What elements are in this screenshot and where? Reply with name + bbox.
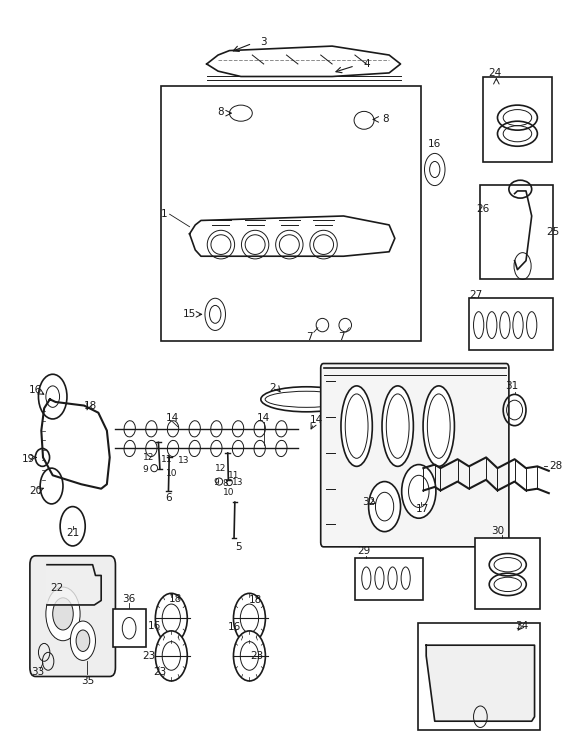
Text: 9: 9 [143,465,148,475]
Bar [480,185,554,279]
Bar [112,609,146,647]
Circle shape [76,630,90,651]
Text: 11: 11 [161,455,172,464]
Text: 18: 18 [84,400,97,411]
Text: 24: 24 [488,68,501,78]
Circle shape [155,593,187,643]
Text: 23: 23 [142,651,155,661]
Circle shape [38,375,67,419]
FancyBboxPatch shape [30,556,115,676]
Text: 16: 16 [29,386,42,395]
Circle shape [155,631,187,681]
Text: 7: 7 [339,332,345,342]
Text: 8: 8 [223,479,229,488]
Text: 18: 18 [168,594,182,604]
Text: 28: 28 [549,461,562,471]
Text: 10: 10 [222,488,234,497]
Text: 31: 31 [505,381,519,391]
Text: 8: 8 [218,107,224,117]
Text: 29: 29 [357,546,370,556]
Bar [161,86,421,342]
Text: 19: 19 [22,454,35,464]
Text: 17: 17 [415,504,429,514]
Text: 33: 33 [31,667,44,677]
Text: 5: 5 [235,542,241,552]
Text: 16: 16 [148,620,161,631]
Text: 14: 14 [257,413,270,423]
Text: 26: 26 [477,204,490,214]
FancyBboxPatch shape [321,364,509,547]
Text: 21: 21 [66,528,79,539]
Text: 36: 36 [123,594,136,604]
Text: 14: 14 [166,413,179,423]
Bar [355,558,423,601]
Circle shape [53,598,73,630]
Text: 8: 8 [382,114,388,124]
Circle shape [40,468,63,504]
Bar [483,77,552,163]
Ellipse shape [382,386,413,467]
Bar [418,623,540,730]
Text: 7: 7 [306,332,313,342]
Text: 27: 27 [469,290,482,300]
Text: 11: 11 [228,471,240,480]
Text: 35: 35 [81,676,95,686]
Text: 1: 1 [160,209,167,219]
Polygon shape [426,645,535,721]
Circle shape [402,464,436,518]
Circle shape [60,506,85,546]
Text: 4: 4 [363,59,370,69]
Text: 16: 16 [227,623,241,632]
Text: 25: 25 [547,227,560,237]
Text: 2: 2 [269,383,276,393]
Text: 30: 30 [491,526,504,536]
Bar [469,298,554,350]
Text: 13: 13 [232,478,244,487]
Text: 10: 10 [166,469,177,478]
Bar [474,538,540,609]
Text: 13: 13 [178,456,190,465]
Text: 16: 16 [428,139,441,149]
Text: 23: 23 [250,651,264,661]
Polygon shape [47,565,101,605]
Circle shape [233,593,265,643]
Text: 20: 20 [29,486,42,496]
Circle shape [46,587,80,641]
Text: 12: 12 [215,464,226,473]
Circle shape [70,621,96,660]
Ellipse shape [36,448,50,467]
Text: 14: 14 [310,415,323,425]
Text: 9: 9 [213,478,219,487]
Text: 32: 32 [363,497,376,507]
Circle shape [368,481,401,531]
Text: 6: 6 [165,492,172,503]
Text: 3: 3 [260,37,267,46]
Ellipse shape [341,386,372,467]
Text: 18: 18 [249,595,262,606]
Ellipse shape [423,386,454,467]
Circle shape [233,631,265,681]
Text: 34: 34 [515,620,528,631]
Text: 12: 12 [143,453,154,462]
Text: 23: 23 [154,667,167,677]
Text: 15: 15 [183,309,196,319]
Text: 22: 22 [50,583,64,593]
